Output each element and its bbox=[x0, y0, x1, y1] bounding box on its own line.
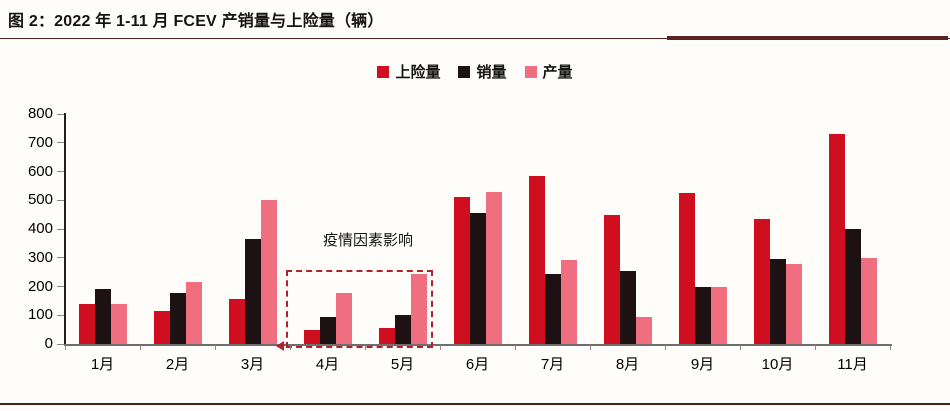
y-axis-tick bbox=[57, 314, 64, 316]
x-axis-tick bbox=[890, 345, 891, 350]
bar-产量 bbox=[185, 282, 202, 344]
bar-产量 bbox=[410, 273, 427, 344]
bar-上险量 bbox=[453, 197, 470, 344]
legend-item-2: 产量 bbox=[524, 61, 573, 82]
bar-上险量 bbox=[603, 215, 620, 344]
y-axis-label: 700 bbox=[27, 133, 53, 151]
y-axis-label: 0 bbox=[44, 335, 53, 352]
bar-销量 bbox=[769, 258, 786, 344]
y-axis-tick bbox=[57, 171, 64, 172]
y-axis-tick bbox=[57, 199, 64, 201]
legend-swatch-icon bbox=[377, 65, 390, 78]
bar-销量 bbox=[169, 292, 186, 344]
x-axis-line bbox=[64, 344, 892, 346]
bar-销量 bbox=[619, 270, 636, 344]
bar-上险量 bbox=[378, 327, 395, 344]
legend-item-1: 销量 bbox=[458, 61, 507, 82]
x-axis-label: 3月 bbox=[240, 356, 265, 373]
y-axis-tick bbox=[57, 286, 64, 287]
x-axis-label: 8月 bbox=[615, 356, 640, 373]
bar-产量 bbox=[635, 316, 652, 344]
x-axis-label: 2月 bbox=[165, 356, 190, 373]
x-axis-label: 6月 bbox=[465, 356, 490, 373]
x-axis-tick bbox=[140, 345, 141, 350]
x-axis-tick bbox=[65, 345, 66, 350]
x-axis-label: 9月 bbox=[690, 356, 715, 373]
y-axis-tick bbox=[57, 257, 64, 259]
x-axis-tick bbox=[740, 345, 741, 350]
title-divider-accent bbox=[667, 36, 948, 40]
y-axis-label: 100 bbox=[27, 306, 53, 324]
legend-swatch-icon bbox=[524, 65, 537, 78]
x-axis-tick bbox=[215, 345, 216, 350]
bar-上险量 bbox=[78, 303, 95, 344]
bar-产量 bbox=[260, 200, 277, 344]
bar-销量 bbox=[244, 238, 261, 344]
annotation-label: 疫情因素影响 bbox=[322, 232, 413, 249]
figure-title: 图 2：2022 年 1-11 月 FCEV 产销量与上险量（辆） bbox=[8, 13, 384, 30]
bar-上险量 bbox=[678, 193, 695, 344]
legend-label: 销量 bbox=[476, 64, 507, 81]
legend-item-0: 上险量 bbox=[377, 61, 440, 82]
bar-产量 bbox=[785, 264, 802, 344]
y-axis-label: 600 bbox=[27, 162, 53, 180]
y-axis-line bbox=[64, 113, 66, 346]
x-axis-label: 4月 bbox=[315, 356, 340, 373]
x-axis-tick bbox=[365, 345, 366, 350]
x-axis-tick bbox=[515, 345, 516, 350]
chart-legend: 上险量 销量 产量 bbox=[0, 61, 950, 82]
x-axis-label: 7月 bbox=[540, 356, 565, 373]
bar-产量 bbox=[110, 303, 127, 344]
bar-上险量 bbox=[528, 175, 545, 344]
annotation-arrow-icon bbox=[276, 341, 284, 351]
y-axis-label: 800 bbox=[27, 105, 53, 122]
legend-swatch-icon bbox=[458, 65, 471, 78]
bar-上险量 bbox=[303, 329, 320, 344]
y-axis-label: 200 bbox=[27, 277, 53, 295]
bar-产量 bbox=[560, 259, 577, 344]
y-axis-tick bbox=[57, 228, 64, 230]
y-axis-tick bbox=[57, 113, 64, 115]
y-axis-tick bbox=[57, 343, 64, 345]
x-axis-label: 5月 bbox=[390, 356, 415, 373]
legend-label: 产量 bbox=[542, 64, 573, 81]
bar-销量 bbox=[544, 273, 561, 344]
bar-销量 bbox=[394, 314, 411, 344]
bar-销量 bbox=[94, 288, 111, 344]
bar-产量 bbox=[710, 286, 727, 344]
bar-上险量 bbox=[753, 219, 770, 344]
bar-产量 bbox=[860, 258, 877, 344]
bar-销量 bbox=[469, 213, 486, 344]
bar-销量 bbox=[844, 229, 861, 344]
y-axis-label: 500 bbox=[27, 191, 53, 209]
x-axis-tick bbox=[815, 345, 816, 350]
x-axis-tick bbox=[590, 345, 591, 350]
legend-label: 上险量 bbox=[395, 64, 441, 81]
bar-销量 bbox=[694, 287, 711, 344]
bar-产量 bbox=[335, 293, 352, 344]
x-axis-tick bbox=[440, 345, 441, 350]
x-axis-label: 11月 bbox=[837, 356, 868, 373]
bottom-divider bbox=[0, 403, 950, 405]
y-axis-tick bbox=[57, 142, 64, 144]
x-axis-tick bbox=[290, 345, 291, 350]
title-divider-line bbox=[0, 38, 950, 39]
x-axis-label: 10月 bbox=[761, 356, 794, 373]
bar-上险量 bbox=[153, 310, 170, 344]
x-axis-label: 1月 bbox=[90, 356, 115, 373]
annotation-dashed-box bbox=[286, 270, 433, 348]
y-axis-label: 300 bbox=[27, 248, 53, 266]
x-axis-tick bbox=[665, 345, 666, 350]
bar-产量 bbox=[485, 192, 502, 344]
bar-上险量 bbox=[828, 133, 845, 344]
bar-销量 bbox=[319, 317, 336, 344]
y-axis-label: 400 bbox=[27, 220, 53, 237]
bar-上险量 bbox=[228, 298, 245, 344]
